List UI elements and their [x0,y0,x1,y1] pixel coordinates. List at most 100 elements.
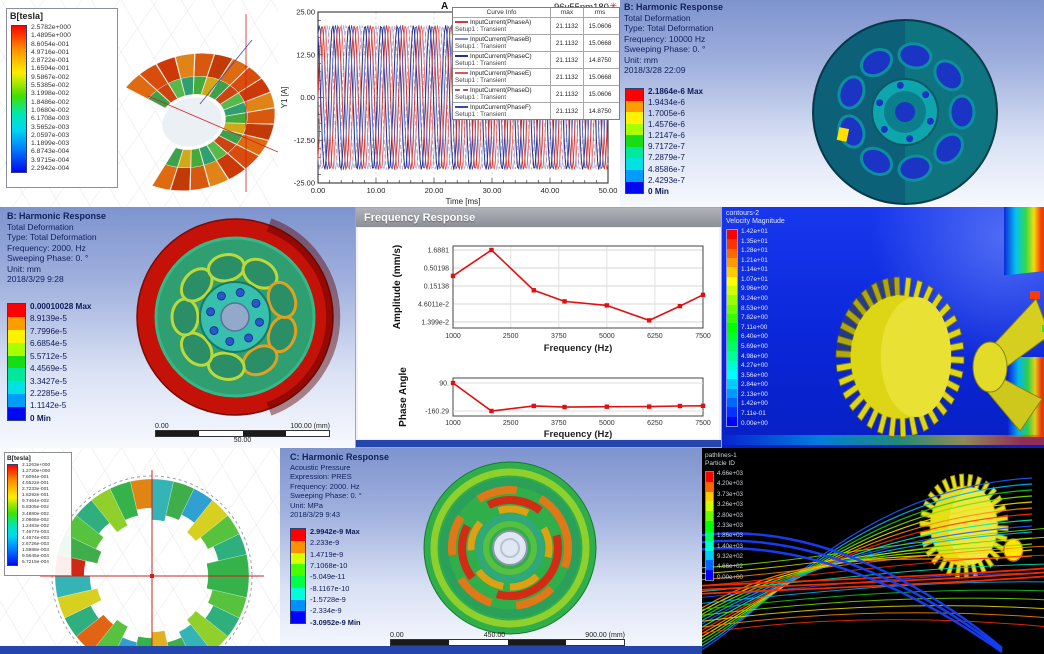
header-line: Acoustic Pressure [290,462,351,472]
header-line: Frequency: 2000. Hz [290,481,360,491]
svg-text:3750: 3750 [551,420,567,427]
legend-value: 2.4293e-7 [648,175,685,185]
window-title: Frequency Response [364,211,476,224]
legend-value: 3.73e+03 [717,490,743,498]
acoustic-disc-plot [423,461,597,635]
panel-harmonic-10000: B: Harmonic Response Total Deformation Typ… [620,0,1044,207]
legend-value: 6.1708e-003 [31,115,70,123]
plot-corner-label: A [441,1,449,12]
svg-text:12.50: 12.50 [296,50,315,59]
legend-band [291,599,305,612]
window-bottom-edge [356,440,721,447]
svg-text:4.6011e-2: 4.6011e-2 [418,302,449,309]
legend-band [626,169,643,182]
svg-text:2500: 2500 [503,333,519,340]
legend-value: 2.9942e-9 Max [310,527,360,536]
legend-value: 1.42e+00 [741,400,768,408]
scale-ruler: 0.00 100.00 (mm) 50.00 [155,423,330,444]
result-header: B: Harmonic Response Total Deformation Typ… [624,2,723,76]
legend-value: 0 Min [648,186,669,196]
ruler-label: 100.00 (mm) [290,423,330,430]
legend-value: 7.11e+00 [741,323,768,331]
curve-rms: 14.8750 [583,103,616,119]
curve-max: 21.1132 [550,18,583,34]
svg-text:5000: 5000 [599,333,615,340]
legend-value: 4.4674e-003 [22,535,49,541]
legend-value: 7.1068e-10 [310,560,348,570]
svg-text:Time [ms]: Time [ms] [446,197,481,206]
legend-value: 3.4880e-002 [22,511,49,517]
svg-text:40.00: 40.00 [541,186,560,195]
legend-value: 4.66e+03 [717,470,743,477]
svg-text:6250: 6250 [647,420,663,427]
legend-value: 6.6854e-5 [30,339,67,349]
legend-colorbar [7,464,18,566]
legend-band [291,564,305,576]
legend-value: 3.56e+00 [741,371,768,379]
legend-value: 1.5988e-003 [22,547,49,553]
table-row: InputCurrent(PhaseC) Setup1 : Transient 21… [453,51,619,68]
curve-max: 21.1132 [550,69,583,85]
result-header: C: Harmonic Response Acoustic Pressure Exp… [290,452,389,520]
legend-value: 2.0597e-003 [31,131,70,139]
legend-value: 1.0680e-002 [31,106,70,114]
legend-value: -3.0952e-9 Min [310,617,361,627]
curve-max: 21.1132 [550,52,583,68]
header-line: Type: Total Deformation [7,232,97,242]
legend-band [291,552,305,565]
svg-text:1000: 1000 [445,420,461,427]
header-line: B: Harmonic Response [624,2,724,12]
legend-band [8,355,25,369]
legend-value: 0 Min [30,413,51,423]
legend-value: 4.4569e-5 [30,364,67,374]
svg-text:5000: 5000 [599,420,615,427]
header-line: Type: Total Deformation [624,23,714,33]
legend-value: 2.7233e-001 [22,487,49,493]
deformation-legend: 0.00010028 Max 8.9139e-5 7.7996e-5 6.6854e-… [7,302,91,423]
ruler-label: 450.00 [483,632,506,639]
legend-band [8,381,25,395]
svg-text:25.00: 25.00 [296,8,315,17]
legend-value: 1.6594e-001 [31,65,70,73]
legend-value: 2.0866e-002 [22,517,49,523]
legend-value: 2.1263e+000 [22,463,51,468]
wheel-deformation-plot [136,218,341,416]
legend-value: 7.6094e-001 [22,475,49,481]
header-line: Total Deformation [624,12,691,23]
legend-value: -2.334e-9 [310,606,342,616]
table-header: rms [583,8,616,17]
legend-value: 1.7005e-6 [648,109,685,119]
legend-value: 1.1142e-5 [30,401,67,411]
legend-value: 1.28e+01 [741,247,768,255]
legend-value: 5.5712e-5 [30,351,67,361]
header-line: Unit: mm [624,54,658,65]
svg-text:Phase Angle: Phase Angle [398,367,409,427]
legend-value: 0.00e+00 [717,573,743,581]
legend-title: contours-2 Velocity Magnitude [726,210,785,225]
legend-value: 5.8305e-002 [22,505,49,511]
legend-value: 9.32e+02 [717,553,743,560]
legend-value: 0.00e+00 [741,419,768,427]
svg-text:0.00: 0.00 [311,186,326,195]
curve-swatch [455,89,468,92]
curve-swatch [455,72,468,75]
legend-value: 2.233e-9 [310,538,340,548]
svg-text:0.50198: 0.50198 [424,266,449,273]
curve-rms: 14.8750 [583,52,616,68]
legend-value: 2.80e+03 [717,511,743,519]
legend-value: 4.8586e-7 [648,164,685,174]
pressure-legend: 2.9942e-9 Max 2.233e-9 1.4719e-9 7.1068e-10… [290,528,361,626]
legend-band [626,100,643,113]
legend-value: 1.86e+03 [717,532,743,540]
window-title-bar[interactable]: Frequency Response [356,208,721,227]
legend-value: 1.1899e-003 [31,140,70,148]
legend-value: 2.8722e-001 [31,57,70,65]
curve-max: 21.1132 [550,103,583,119]
plot-corner-icon[interactable]: ✳ [609,1,617,11]
header-line: Frequency: 10000 Hz [624,33,706,44]
legend-value: 2.2285e-5 [30,388,67,398]
legend-value: 1.4895e+000 [31,32,71,40]
legend-value: 1.4719e-9 [310,549,344,559]
deformation-legend: 2.1864e-6 Max 1.9434e-6 1.7005e-6 1.4576e-6… [625,87,703,196]
